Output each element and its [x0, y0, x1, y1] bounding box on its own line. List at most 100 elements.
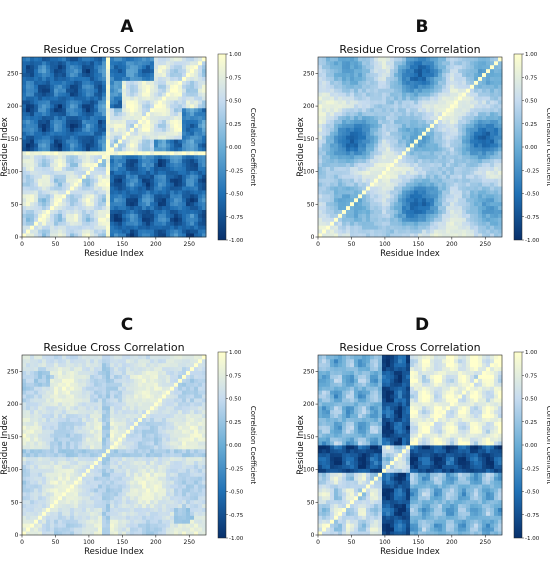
heatmap-cell: [434, 233, 439, 238]
heatmap-cell: [426, 186, 431, 191]
heatmap-cell: [58, 355, 63, 360]
heatmap-cell: [322, 221, 327, 226]
heatmap-cell: [382, 64, 387, 70]
heatmap-cell: [446, 178, 451, 183]
heatmap-cell: [86, 127, 91, 132]
heatmap-cell: [146, 154, 151, 160]
heatmap-cell: [458, 143, 463, 148]
heatmap-cell: [410, 84, 415, 89]
heatmap-cell: [34, 378, 39, 383]
heatmap-cell: [162, 197, 167, 203]
heatmap-cell: [162, 76, 167, 81]
heatmap-cell: [130, 166, 135, 171]
heatmap-cell: [350, 201, 355, 207]
heatmap-cell: [26, 107, 31, 113]
heatmap-cell: [90, 80, 95, 85]
heatmap-cell: [142, 68, 147, 74]
heatmap-cell: [74, 193, 79, 199]
heatmap-cell: [22, 433, 27, 438]
heatmap-cell: [178, 166, 183, 171]
heatmap-cell: [50, 127, 55, 132]
heatmap-cell: [106, 80, 111, 85]
heatmap-cell: [346, 127, 351, 132]
heatmap-cell: [66, 499, 71, 505]
heatmap-cell: [182, 233, 187, 238]
heatmap-cell: [462, 213, 467, 218]
heatmap-cell: [494, 100, 499, 105]
heatmap-cell: [410, 135, 415, 140]
heatmap-cell: [82, 225, 87, 230]
heatmap-cell: [58, 229, 63, 234]
heatmap-cell: [82, 131, 87, 136]
heatmap-cell: [406, 123, 411, 128]
heatmap-cell: [486, 201, 491, 207]
heatmap-cell: [150, 229, 155, 234]
heatmap-cell: [78, 170, 83, 175]
heatmap-cell: [122, 178, 127, 183]
heatmap-cell: [134, 80, 139, 85]
heatmap-cell: [134, 57, 139, 62]
heatmap-cell: [30, 154, 35, 160]
heatmap-cell: [186, 209, 191, 214]
heatmap-cell: [326, 205, 331, 211]
heatmap-cell: [446, 147, 451, 152]
heatmap-cell: [486, 209, 491, 214]
heatmap-cell: [398, 107, 403, 113]
heatmap-cell: [358, 143, 363, 148]
heatmap-cell: [466, 170, 471, 175]
heatmap-cell: [102, 123, 107, 128]
heatmap-cell: [170, 221, 175, 226]
heatmap-cell: [102, 150, 107, 156]
heatmap-cell: [122, 166, 127, 171]
heatmap-cell: [174, 178, 179, 183]
heatmap-cell: [22, 425, 27, 430]
heatmap-cell: [94, 84, 99, 89]
heatmap-cell: [422, 229, 427, 234]
heatmap-cell: [110, 123, 115, 128]
heatmap-cell: [458, 80, 463, 85]
heatmap-cell: [106, 123, 111, 128]
heatmap-cell: [142, 72, 147, 77]
heatmap-cell: [126, 221, 131, 226]
heatmap-cell: [42, 92, 47, 97]
heatmap-cell: [54, 488, 59, 493]
heatmap-cell: [482, 186, 487, 191]
heatmap-cell: [94, 127, 99, 132]
heatmap-cell: [30, 147, 35, 152]
heatmap-cell: [370, 162, 375, 167]
heatmap-cell: [34, 523, 39, 528]
heatmap-cell: [78, 131, 83, 136]
heatmap-cell: [102, 143, 107, 148]
heatmap-cell: [490, 96, 495, 101]
heatmap-cell: [166, 103, 171, 109]
heatmap-cell: [326, 143, 331, 148]
heatmap-cell: [46, 378, 51, 383]
heatmap-cell: [486, 182, 491, 187]
heatmap-cell: [162, 154, 167, 160]
heatmap-cell: [122, 139, 127, 144]
heatmap-cell: [62, 60, 67, 66]
heatmap-cell: [158, 209, 163, 214]
heatmap-cell: [50, 170, 55, 175]
heatmap-cell: [130, 205, 135, 211]
heatmap-cell: [354, 143, 359, 148]
heatmap-cell: [54, 229, 59, 234]
heatmap-cell: [90, 190, 95, 195]
heatmap-cell: [22, 464, 27, 469]
heatmap-cell: [442, 233, 447, 238]
heatmap-cell: [174, 162, 179, 167]
heatmap-cell: [410, 197, 415, 203]
heatmap-cell: [342, 76, 347, 81]
heatmap-cell: [66, 413, 71, 419]
heatmap-cell: [370, 217, 375, 222]
heatmap-cell: [358, 197, 363, 203]
heatmap-cell: [178, 182, 183, 187]
heatmap-cell: [422, 76, 427, 81]
heatmap-cell: [166, 84, 171, 89]
heatmap-cell: [78, 96, 83, 101]
heatmap-cell: [382, 127, 387, 132]
heatmap-cell: [66, 111, 71, 117]
heatmap-cell: [446, 209, 451, 214]
heatmap-cell: [454, 150, 459, 156]
heatmap-cell: [382, 166, 387, 171]
